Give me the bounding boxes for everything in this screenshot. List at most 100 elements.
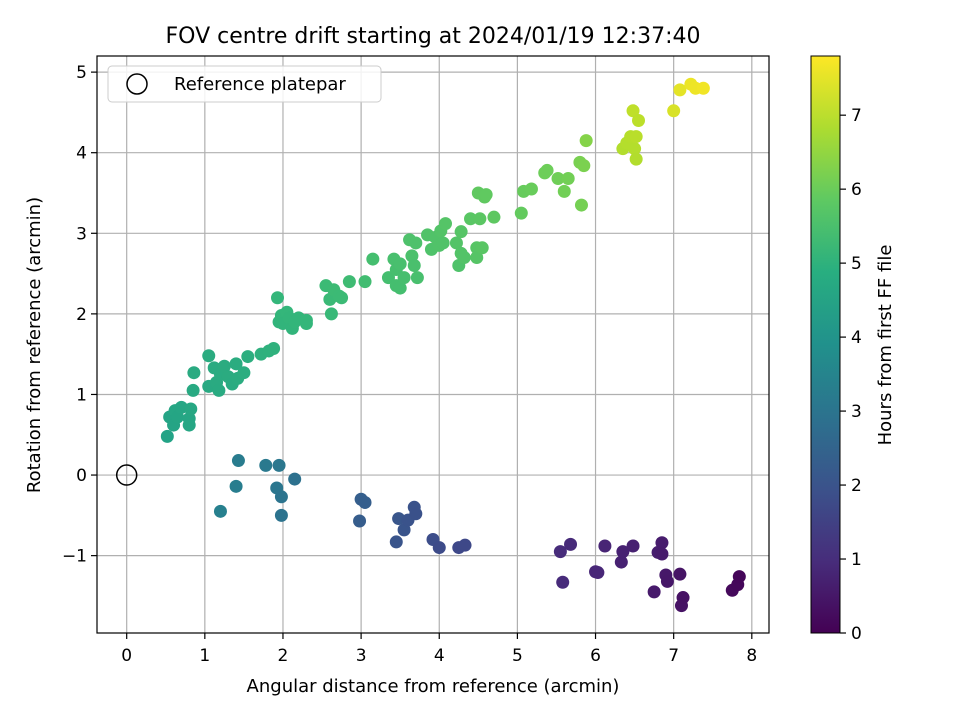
colorbar-label: Hours from first FF file	[875, 245, 896, 446]
data-point	[598, 539, 612, 553]
data-point	[241, 350, 255, 364]
x-tick-label: 2	[278, 646, 289, 666]
plot-frame	[96, 55, 770, 634]
data-point	[473, 212, 487, 226]
x-tick-label: 3	[356, 646, 367, 666]
data-point	[475, 241, 489, 255]
y-tick-label: 0	[76, 466, 87, 486]
data-point	[353, 514, 367, 528]
y-axis-label: Rotation from reference (arcmin)	[24, 197, 45, 493]
data-point	[449, 236, 463, 250]
data-point	[579, 134, 593, 148]
data-point	[184, 402, 198, 416]
data-point	[342, 275, 356, 289]
data-point	[271, 291, 285, 305]
x-tick-label: 7	[668, 646, 679, 666]
x-tick-label: 6	[590, 646, 601, 666]
data-point	[564, 537, 578, 551]
data-point	[614, 555, 628, 569]
data-point	[439, 217, 453, 231]
x-tick-label: 1	[199, 646, 210, 666]
data-point	[186, 383, 200, 397]
data-point	[274, 508, 288, 522]
x-tick-label: 5	[512, 646, 523, 666]
data-point	[397, 271, 411, 285]
legend-label-reference: Reference platepar	[174, 74, 346, 95]
data-point	[660, 574, 674, 588]
colorbar: 0 1 2 3 4 5 6 7 Hours from first FF file	[810, 55, 896, 644]
data-point	[591, 566, 605, 580]
colorbar-ticks: 0 1 2 3 4 5 6 7	[840, 106, 862, 644]
x-axis-label: Angular distance from reference (arcmin)	[247, 676, 620, 697]
data-point	[237, 366, 251, 380]
y-tick-label: −1	[62, 547, 87, 567]
data-point	[673, 567, 687, 581]
data-point	[229, 357, 243, 371]
data-point	[358, 275, 372, 289]
data-point	[629, 152, 643, 166]
data-point	[577, 159, 591, 173]
x-tick-label: 4	[434, 646, 445, 666]
data-points	[160, 77, 746, 613]
data-point	[274, 490, 288, 504]
data-point	[732, 570, 746, 584]
data-point	[217, 359, 231, 373]
chart-title: FOV centre drift starting at 2024/01/19 …	[166, 24, 701, 49]
data-point	[407, 259, 421, 273]
data-point	[381, 271, 395, 285]
data-point	[409, 507, 423, 521]
data-point	[551, 171, 565, 185]
data-point	[557, 184, 571, 198]
data-point	[574, 198, 588, 212]
colorbar-gradient	[810, 55, 841, 634]
data-point	[540, 163, 554, 177]
colorbar-tick-label: 1	[851, 550, 862, 570]
data-point	[324, 307, 338, 321]
x-tick-label: 8	[746, 646, 757, 666]
data-point	[514, 206, 528, 220]
data-point	[389, 535, 403, 549]
data-point	[667, 104, 681, 118]
data-point	[366, 252, 380, 266]
colorbar-tick-label: 2	[851, 476, 862, 496]
colorbar-tick-label: 3	[851, 402, 862, 422]
data-point	[676, 591, 690, 605]
data-point	[626, 539, 640, 553]
data-point	[464, 212, 478, 226]
data-point	[628, 142, 642, 156]
data-point	[487, 210, 501, 224]
data-point	[629, 130, 643, 144]
reference-point	[115, 464, 138, 486]
data-point	[409, 236, 423, 250]
colorbar-tick-label: 5	[851, 254, 862, 274]
x-tick-label: 0	[121, 646, 132, 666]
data-point	[299, 313, 313, 327]
data-point	[647, 585, 661, 599]
data-point	[655, 547, 669, 561]
y-tick-label: 1	[76, 385, 87, 405]
data-point	[335, 291, 349, 305]
data-point	[160, 429, 174, 443]
data-point	[457, 250, 471, 264]
reference-marker	[115, 464, 138, 486]
y-axis-ticks: −1 0 1 2 3 4 5	[62, 63, 97, 567]
data-point	[626, 104, 640, 118]
data-point	[696, 81, 710, 95]
data-point	[267, 342, 281, 356]
data-point	[655, 536, 669, 550]
data-point	[673, 83, 687, 97]
data-point	[187, 366, 201, 380]
data-point	[410, 271, 424, 285]
colorbar-tick-label: 4	[851, 328, 862, 348]
data-point	[561, 171, 575, 185]
data-point	[229, 479, 243, 493]
data-point	[358, 495, 372, 509]
data-point	[454, 225, 468, 239]
data-point	[479, 188, 493, 202]
data-point	[259, 458, 273, 472]
data-point	[432, 541, 446, 555]
data-point	[272, 458, 286, 472]
y-tick-label: 5	[76, 63, 87, 83]
colorbar-tick-label: 7	[851, 106, 862, 126]
